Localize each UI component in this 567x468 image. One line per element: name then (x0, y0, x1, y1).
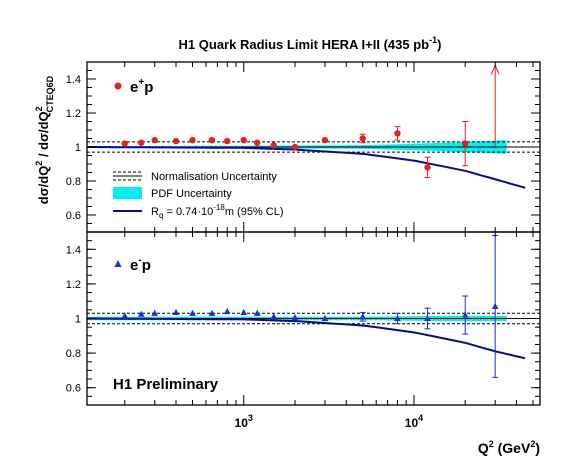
data-point-marker (270, 313, 278, 320)
data-point-marker (424, 164, 431, 171)
data-point-marker (291, 143, 299, 151)
data-point-marker (394, 314, 401, 322)
panel-e-minus-p: 0.6 0.8 1 1.2 1.4 103 104 e-p (66, 231, 541, 430)
data-point-marker (491, 302, 499, 309)
data-point-marker (121, 140, 128, 147)
data-point-marker (172, 137, 180, 145)
data-point-marker (224, 137, 231, 145)
y-axis-label: dσ/dQ2 / dσ/dQ2CTEQ6D (34, 75, 55, 204)
data-point-marker (138, 139, 145, 146)
panel-label-marker (114, 82, 122, 90)
data-point-marker (172, 308, 180, 316)
quark-radius-limit-curve (87, 146, 526, 189)
data-point-marker (151, 137, 158, 144)
x-tick-label: 103 (235, 413, 253, 430)
data-point-marker (424, 314, 431, 322)
panel-label: e+p (130, 77, 153, 96)
x-axis-label: Q2 (GeV2) (478, 439, 540, 456)
data-point-marker (208, 309, 216, 316)
data-point-marker (394, 130, 401, 137)
data-point-marker (240, 308, 248, 316)
y-tick-label: 1.2 (66, 279, 81, 291)
y-tick-label: 1.4 (66, 74, 81, 86)
y-tick-label: 1 (75, 314, 81, 326)
data-point-marker (223, 307, 231, 315)
preliminary-label: H1 Preliminary (113, 376, 219, 393)
data-point-marker (291, 314, 299, 321)
data-point-marker (254, 139, 261, 146)
data-point-marker (121, 312, 129, 319)
panel-label: e-p (130, 255, 151, 274)
y-tick-label: 0.8 (66, 176, 81, 188)
y-tick-label: 0.6 (66, 383, 81, 395)
legend: Normalisation Uncertainty PDF Uncertaint… (113, 171, 284, 220)
data-point-marker (321, 314, 329, 322)
data-point-marker (461, 311, 469, 318)
legend-norm-label: Normalisation Uncertainty (151, 171, 277, 183)
legend-pdf-swatch (113, 187, 142, 199)
data-point-marker (151, 309, 159, 316)
data-point-marker (359, 313, 367, 320)
data-point-marker (189, 309, 196, 316)
data-point-marker (240, 137, 247, 144)
data-point-marker (208, 137, 216, 144)
data-point-marker (253, 309, 261, 316)
y-tick-label: 0.6 (66, 210, 81, 222)
legend-pdf-label: PDF Uncertainty (151, 188, 232, 200)
panel-label-marker (114, 260, 122, 267)
data-point-marker (137, 310, 145, 317)
data-point-marker (270, 142, 277, 149)
panel-e-plus-p: 0.6 0.8 1 1.2 1.4 e+p (66, 61, 541, 233)
y-tick-label: 1.4 (66, 244, 81, 256)
y-tick-label: 1.2 (66, 108, 81, 120)
data-point-marker (462, 140, 469, 147)
chart-title: H1 Quark Radius Limit HERA I+II (435 pb-… (179, 35, 442, 52)
y-tick-label: 0.8 (66, 348, 81, 360)
legend-rq-label: Rq = 0.74·10-18m (95% CL) (151, 203, 284, 220)
quark-radius-limit-curve (87, 317, 526, 360)
data-point-marker (321, 137, 329, 144)
x-tick-label: 104 (405, 413, 423, 430)
data-point-marker (359, 135, 366, 142)
y-tick-label: 1 (75, 142, 81, 154)
data-point-marker (189, 137, 196, 144)
